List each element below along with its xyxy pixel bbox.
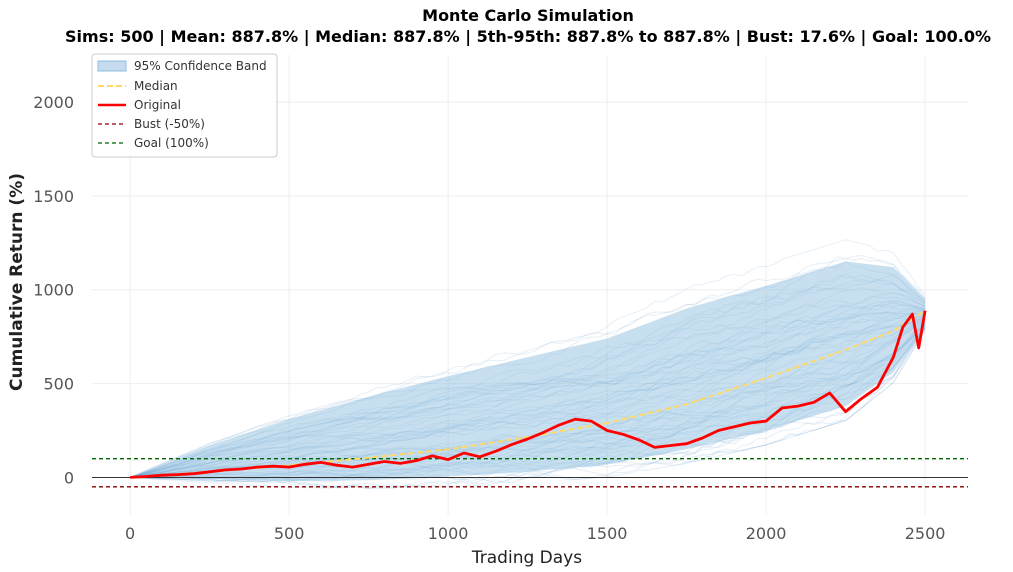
legend-frame xyxy=(91,53,278,158)
y-tick-label: 0 xyxy=(64,468,74,487)
reference-lines xyxy=(92,458,968,488)
y-tick-label: 1500 xyxy=(33,187,74,206)
series-lines xyxy=(130,309,927,479)
x-tick-label: 0 xyxy=(125,524,135,543)
legend: 95% Confidence Band Median Original Bust… xyxy=(91,53,278,158)
y-axis-label: Cumulative Return (%) xyxy=(7,173,27,391)
legend-label-original: Original xyxy=(134,98,181,112)
y-tick-label: 500 xyxy=(43,375,74,394)
x-tick-label: 500 xyxy=(274,524,305,543)
legend-swatch-band xyxy=(97,60,127,72)
series-line-original xyxy=(130,310,927,479)
x-axis-ticks: 0 500 1000 1500 2000 2500 xyxy=(125,524,945,543)
simulation-path xyxy=(129,239,926,478)
x-axis-label: Trading Days xyxy=(471,548,582,568)
x-tick-label: 2000 xyxy=(746,524,787,543)
y-axis-ticks: 0 500 1000 1500 2000 xyxy=(33,93,74,488)
confidence-band xyxy=(130,261,926,482)
x-tick-label: 1000 xyxy=(428,524,469,543)
x-tick-label: 1500 xyxy=(587,524,628,543)
simulation-path xyxy=(130,329,926,489)
legend-label-median: Median xyxy=(134,79,178,93)
x-tick-label: 2500 xyxy=(905,524,946,543)
legend-label-bust: Bust (-50%) xyxy=(134,117,205,131)
chart-subtitle: Sims: 500 | Mean: 887.8% | Median: 887.8… xyxy=(65,27,991,47)
chart-title: Monte Carlo Simulation xyxy=(422,6,634,25)
y-tick-label: 1000 xyxy=(33,281,74,300)
simulation-path xyxy=(130,328,926,489)
confidence-band-area xyxy=(130,261,926,482)
legend-label-band: 95% Confidence Band xyxy=(134,59,267,73)
simulation-path xyxy=(130,329,926,490)
y-tick-label: 2000 xyxy=(33,93,74,112)
legend-label-goal: Goal (100%) xyxy=(134,136,209,150)
